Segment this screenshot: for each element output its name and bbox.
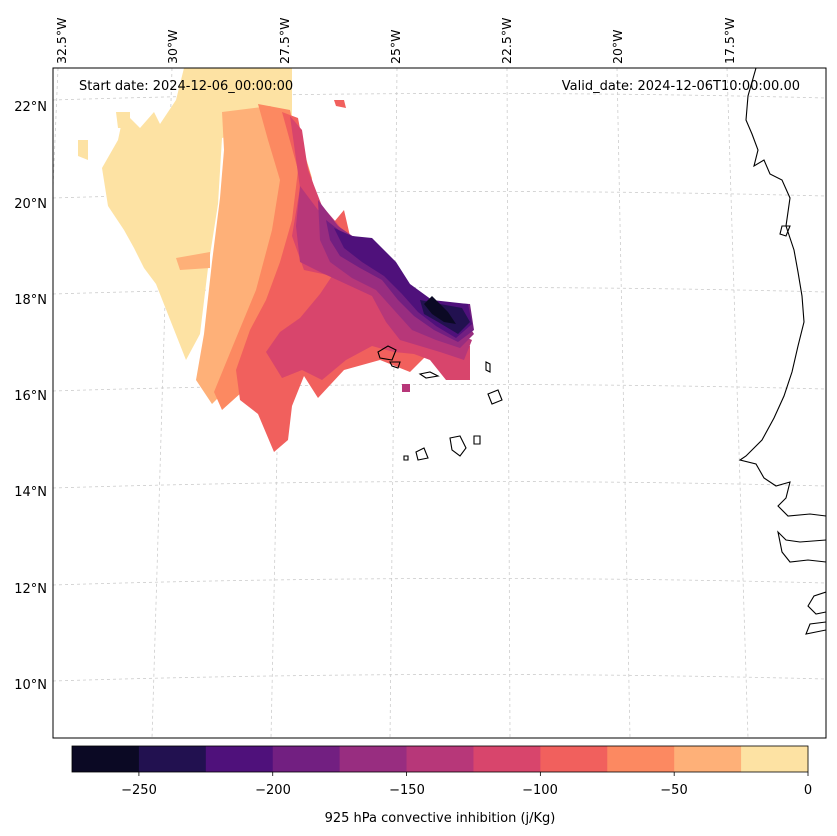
colorbar-tick-label: −50 — [660, 783, 687, 798]
lon-label: 27.5°W — [277, 18, 292, 64]
island — [487, 389, 503, 405]
lat-label: 10°N — [14, 678, 47, 693]
valid-date-label: Valid_date: 2024-12-06T10:00:00.00 — [562, 79, 800, 94]
colorbar: −250 −200 −150 −100 −50 0 925 hPa convec… — [71, 745, 812, 826]
colorbar-tick-label: −200 — [255, 783, 291, 798]
lat-label: 14°N — [14, 485, 47, 500]
latitude-labels: 22°N 20°N 18°N 16°N 14°N 12°N 10°N — [14, 100, 47, 693]
african-coastline — [738, 68, 826, 635]
lon-label: 22.5°W — [499, 18, 514, 64]
colorbar-swatch — [138, 746, 207, 772]
colorbar-swatch — [540, 746, 608, 772]
colorbar-swatch — [406, 746, 474, 772]
island — [449, 435, 467, 457]
map-frame — [52, 67, 827, 739]
colorbar-tick-label: −100 — [522, 783, 558, 798]
lon-label: 32.5°W — [54, 18, 69, 64]
colorbar-swatch — [741, 746, 809, 772]
lon-label: 17.5°W — [722, 18, 737, 64]
contour-m250-to-m275 — [424, 296, 456, 324]
colorbar-swatch — [339, 746, 408, 772]
colorbar-swatch — [674, 746, 742, 772]
contour-m50-to-m75 — [214, 104, 306, 410]
coastlines — [377, 68, 826, 635]
island — [415, 447, 429, 461]
lat-label: 12°N — [14, 582, 47, 597]
colorbar-title: 925 hPa convective inhibition (j/Kg) — [325, 811, 556, 826]
island — [485, 361, 491, 373]
colorbar-swatch — [272, 746, 341, 772]
colorbar-swatch — [205, 746, 274, 772]
lat-label: 18°N — [14, 293, 47, 308]
cin-contours — [78, 68, 474, 452]
island — [473, 435, 481, 445]
colorbar-swatch — [607, 746, 675, 772]
lon-label: 25°W — [388, 29, 403, 64]
longitude-labels: 32.5°W 30°W 27.5°W 25°W 22.5°W 20°W 17.5… — [54, 18, 737, 64]
island — [403, 455, 409, 461]
island — [377, 345, 397, 361]
colorbar-tick-label: −150 — [389, 783, 425, 798]
contour-0-to-m25 — [102, 68, 292, 360]
gridlines — [53, 68, 826, 738]
lat-label: 20°N — [14, 197, 47, 212]
colorbar-tick-label: −250 — [121, 783, 157, 798]
lon-label: 30°W — [165, 29, 180, 64]
colorbar-swatch — [473, 746, 541, 772]
island — [389, 361, 401, 369]
island — [418, 371, 440, 379]
colorbar-ticks — [138, 772, 809, 776]
start-date-label: Start date: 2024-12-06_00:00:00 — [79, 79, 293, 94]
lat-label: 16°N — [14, 389, 47, 404]
colorbar-swatches — [72, 746, 809, 772]
colorbar-tick-label: 0 — [804, 783, 812, 798]
colorbar-frame — [71, 745, 809, 773]
lat-label: 22°N — [14, 100, 47, 115]
colorbar-swatch — [72, 746, 140, 772]
lon-label: 20°W — [610, 29, 625, 64]
